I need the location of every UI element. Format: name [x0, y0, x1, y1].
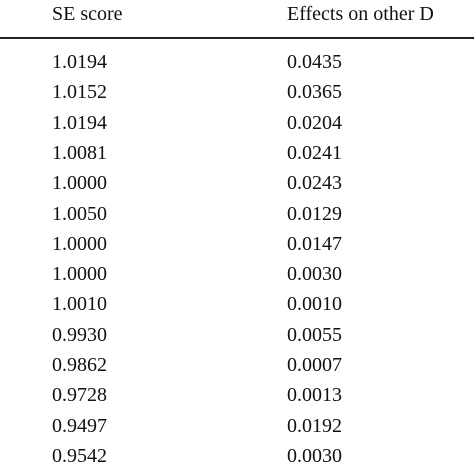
table-cell: 0.0010: [287, 293, 342, 316]
table-cell: 0.0435: [287, 51, 342, 73]
table-cell: 1.0152: [52, 81, 107, 104]
table-cell: 0.0192: [287, 414, 342, 437]
table-cell: 0.9728: [52, 384, 107, 407]
table-cell: 1.0010: [52, 293, 107, 316]
table-cell: 0.0365: [287, 81, 342, 104]
table-cell: 0.0204: [287, 111, 342, 134]
table-cell: 0.0241: [287, 141, 342, 164]
table-cell: 0.0030: [287, 444, 342, 467]
table-cell: 1.0000: [52, 263, 107, 286]
table-cell: 1.0194: [52, 51, 107, 73]
table-cell: 0.0129: [287, 202, 342, 225]
table-cell: 1.0050: [52, 202, 107, 225]
table-cell: 0.0013: [287, 384, 342, 407]
table-cell: 0.9930: [52, 323, 107, 346]
table-cell: 0.9497: [52, 414, 107, 437]
table-cell: 1.0000: [52, 172, 107, 195]
table-cell: 0.9862: [52, 354, 107, 376]
table-cell: 0.0055: [287, 323, 342, 346]
table-cell: 1.0081: [52, 141, 107, 164]
table-cell: 0.0243: [287, 172, 342, 195]
header-cell: SE score: [52, 3, 123, 25]
header-cell: Effects on other D: [287, 3, 434, 25]
table-cell: 1.0000: [52, 232, 107, 255]
table-cell: 0.9542: [52, 444, 107, 467]
table-cell: 0.0030: [287, 263, 342, 286]
header-rule: [0, 37, 474, 39]
table-cell: 0.0007: [287, 354, 342, 376]
table-cell: 1.0194: [52, 111, 107, 134]
table-cell: 0.0147: [287, 232, 342, 255]
